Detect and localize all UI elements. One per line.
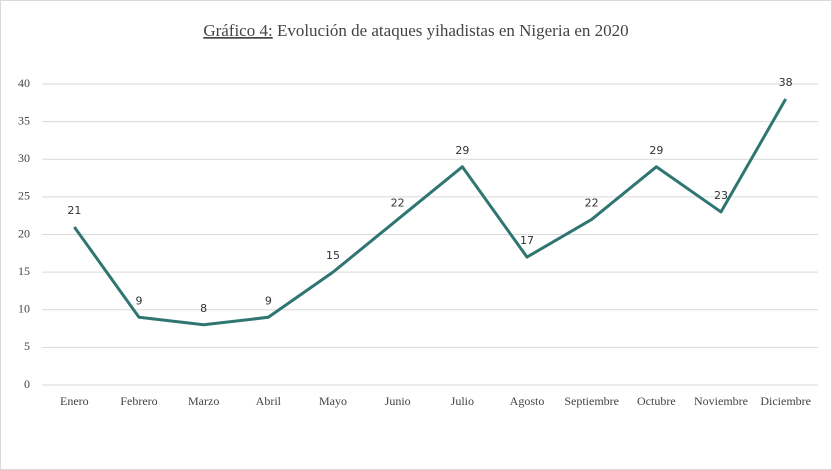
data-label: 9 — [265, 294, 272, 307]
y-tick-label: 10 — [18, 302, 30, 316]
y-tick-label: 5 — [24, 339, 30, 353]
x-tick-label: Enero — [60, 394, 89, 408]
data-label: 22 — [585, 196, 599, 209]
y-tick-label: 25 — [18, 189, 30, 203]
y-tick-label: 0 — [24, 377, 30, 391]
title-prefix: Gráfico 4: — [203, 21, 272, 40]
y-tick-label: 20 — [18, 226, 30, 240]
data-label: 22 — [391, 196, 405, 209]
x-tick-label: Julio — [451, 394, 474, 408]
data-label: 15 — [326, 249, 340, 262]
y-tick-label: 15 — [18, 264, 30, 278]
title-text: Evolución de ataques yihadistas en Niger… — [277, 21, 629, 40]
data-label: 8 — [200, 302, 207, 315]
x-tick-label: Junio — [385, 394, 411, 408]
data-label: 21 — [67, 204, 81, 217]
x-tick-label: Diciembre — [760, 394, 811, 408]
x-tick-label: Mayo — [319, 394, 347, 408]
x-tick-label: Septiembre — [564, 394, 619, 408]
data-label: 9 — [136, 294, 143, 307]
data-label: 38 — [779, 76, 793, 89]
x-tick-label: Octubre — [637, 394, 676, 408]
x-tick-label: Febrero — [120, 394, 157, 408]
x-tick-label: Agosto — [510, 394, 545, 408]
y-tick-label: 35 — [18, 113, 30, 127]
data-label: 29 — [455, 144, 469, 157]
y-tick-label: 30 — [18, 151, 30, 165]
line-series — [73, 98, 787, 327]
y-tick-label: 40 — [18, 76, 30, 90]
data-label: 23 — [714, 189, 728, 202]
x-tick-label: Noviembre — [694, 394, 748, 408]
data-label: 29 — [649, 144, 663, 157]
data-label: 17 — [520, 234, 534, 247]
x-tick-label: Abril — [256, 394, 282, 408]
chart-title: Gráfico 4: Evolución de ataques yihadist… — [203, 21, 628, 40]
x-tick-label: Marzo — [188, 394, 219, 408]
